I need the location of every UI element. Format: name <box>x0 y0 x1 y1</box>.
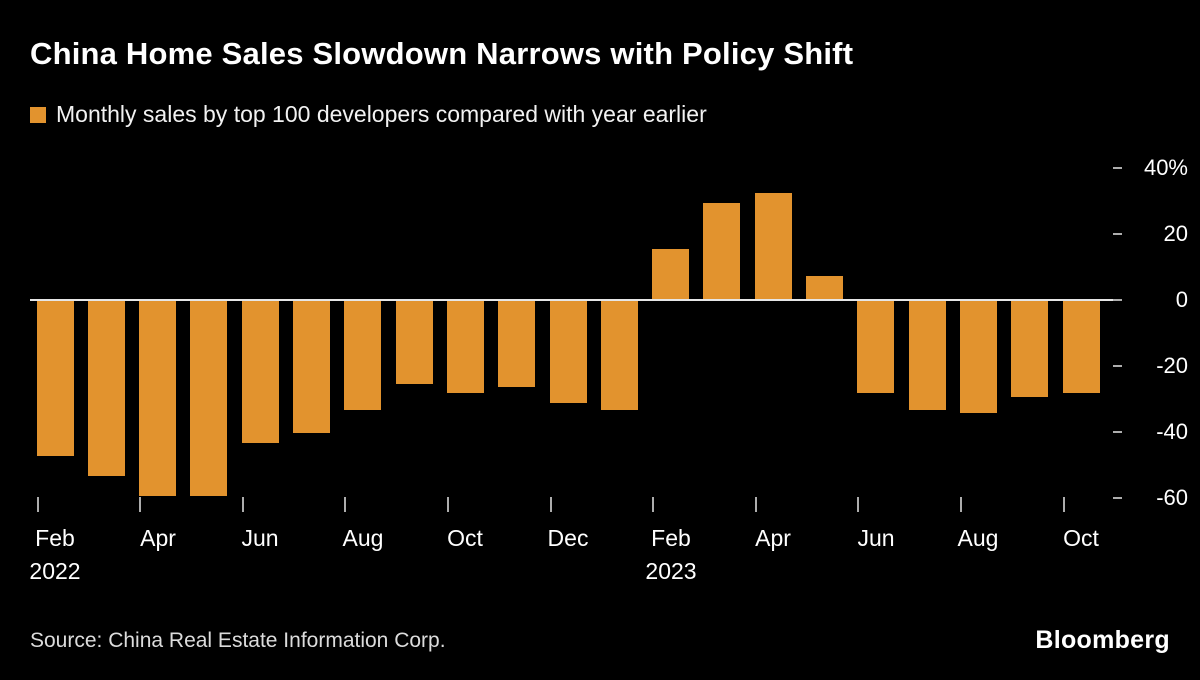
bar-apr-2023 <box>755 193 792 299</box>
bar-may-2023 <box>806 276 843 299</box>
chart-title: China Home Sales Slowdown Narrows with P… <box>30 36 854 71</box>
y-axis-tick <box>1113 233 1122 235</box>
y-axis-label: -20 <box>1156 353 1188 378</box>
bar-mar-2022 <box>88 301 125 476</box>
x-axis-label: Aug <box>957 525 999 551</box>
y-axis-tick <box>1113 299 1122 301</box>
y-axis-label: 40% <box>1143 155 1188 180</box>
x-axis-label: Apr <box>755 525 791 551</box>
x-axis-label: Oct <box>1063 525 1099 551</box>
x-axis-tick <box>755 497 757 512</box>
bar-jul-2023 <box>909 301 946 410</box>
bar-aug-2022 <box>344 301 381 410</box>
x-axis-label: Oct <box>447 525 483 551</box>
zero-gridline <box>30 299 1115 301</box>
y-axis-tick <box>1113 497 1122 499</box>
bar-may-2022 <box>190 301 227 496</box>
x-axis-label: Jun <box>857 525 895 551</box>
x-axis-label: Feb <box>651 525 691 551</box>
y-axis-tick <box>1113 431 1122 433</box>
bar-jun-2022 <box>242 301 279 443</box>
source-note: Source: China Real Estate Information Co… <box>30 629 446 652</box>
bloomberg-logo: Bloomberg <box>1035 626 1170 654</box>
x-axis-tick <box>550 497 552 512</box>
x-axis-label: Dec <box>547 525 589 551</box>
y-axis-label: 0 <box>1175 287 1188 312</box>
legend-swatch-icon <box>30 106 46 123</box>
x-axis-label: Aug <box>342 525 384 551</box>
bar-oct-2023 <box>1063 301 1100 393</box>
legend: Monthly sales by top 100 developers comp… <box>30 101 707 128</box>
x-axis-year-label: 2023 <box>645 558 697 584</box>
bar-feb-2023 <box>652 249 689 299</box>
x-axis-tick <box>139 497 141 512</box>
bar-apr-2022 <box>139 301 176 496</box>
bar-sep-2023 <box>1011 301 1048 397</box>
x-axis-tick <box>652 497 654 512</box>
x-axis-year-label: 2022 <box>29 558 81 584</box>
plot-area <box>30 140 1115 512</box>
bar-jan-2023 <box>601 301 638 410</box>
x-axis-label: Jun <box>241 525 279 551</box>
x-axis-tick <box>37 497 39 512</box>
bar-feb-2022 <box>37 301 74 456</box>
x-axis-label: Feb <box>35 525 75 551</box>
bar-mar-2023 <box>703 203 740 299</box>
y-axis-tick <box>1113 167 1122 169</box>
bar-sep-2022 <box>396 301 433 384</box>
x-axis-tick <box>344 497 346 512</box>
x-axis-tick <box>960 497 962 512</box>
y-axis-label: -60 <box>1156 485 1188 510</box>
bar-dec-2022 <box>550 301 587 403</box>
x-axis-tick <box>242 497 244 512</box>
bar-jun-2023 <box>857 301 894 393</box>
bar-oct-2022 <box>447 301 484 393</box>
y-axis-tick <box>1113 365 1122 367</box>
x-axis-label: Apr <box>140 525 176 551</box>
x-axis-tick <box>857 497 859 512</box>
y-axis-label: -40 <box>1156 419 1188 444</box>
x-axis-tick <box>447 497 449 512</box>
bar-nov-2022 <box>498 301 535 387</box>
y-axis-label: 20 <box>1163 221 1188 246</box>
legend-label: Monthly sales by top 100 developers comp… <box>56 101 707 127</box>
bar-aug-2023 <box>960 301 997 413</box>
bar-jul-2022 <box>293 301 330 433</box>
x-axis-tick <box>1063 497 1065 512</box>
